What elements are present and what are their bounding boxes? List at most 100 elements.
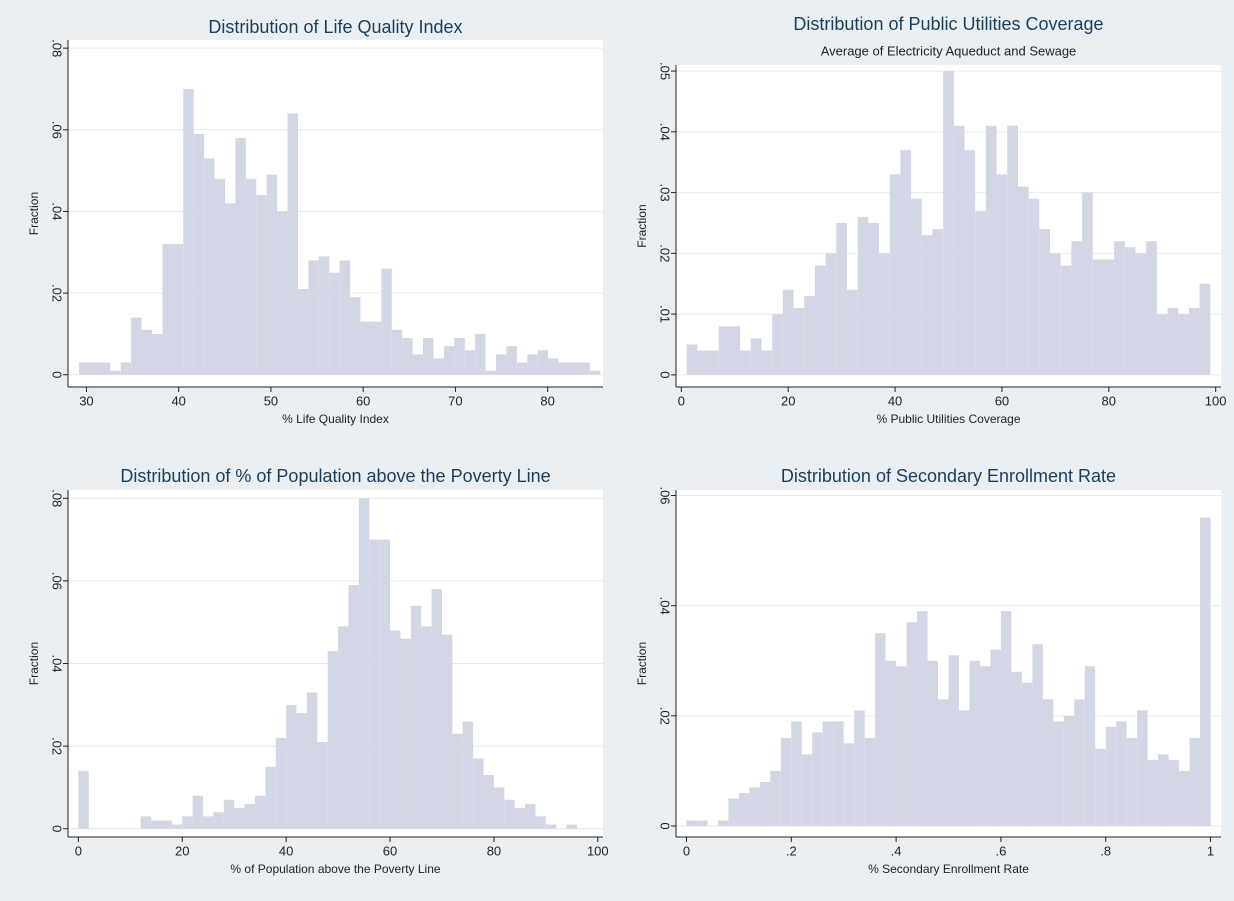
- bar: [410, 605, 422, 829]
- bar: [1105, 726, 1117, 826]
- y-tick-label: 0: [50, 371, 65, 378]
- bar: [927, 660, 939, 826]
- bar: [761, 350, 773, 375]
- x-tick-label: 60: [383, 843, 397, 858]
- bar: [1092, 259, 1104, 375]
- bar: [1200, 517, 1211, 826]
- bar: [234, 808, 245, 829]
- bar: [943, 71, 954, 375]
- bar: [921, 235, 933, 375]
- bar: [717, 820, 729, 826]
- y-tick-label: .06: [658, 486, 673, 504]
- bar: [192, 795, 204, 829]
- bar: [327, 651, 339, 829]
- bar: [1071, 241, 1083, 375]
- y-tick-label: .04: [658, 123, 673, 141]
- chart-title: Distribution of Life Quality Index: [208, 17, 462, 37]
- x-tick-label: 80: [487, 843, 501, 858]
- bar: [696, 820, 708, 826]
- bar: [339, 260, 351, 375]
- x-axis-label: % Public Utilities Coverage: [876, 412, 1020, 426]
- bar: [772, 314, 783, 375]
- bar: [171, 824, 183, 829]
- y-tick-label: .02: [50, 737, 65, 755]
- bar: [896, 666, 907, 826]
- bar: [213, 812, 224, 829]
- bar: [868, 222, 880, 375]
- bar: [728, 798, 739, 826]
- bar: [358, 498, 370, 829]
- bar: [318, 256, 330, 375]
- bar: [979, 666, 991, 826]
- x-tick-label: 60: [995, 393, 1009, 408]
- bar: [308, 260, 319, 375]
- bar: [516, 362, 528, 375]
- bar: [964, 150, 976, 375]
- bar: [277, 211, 288, 375]
- x-axis-label: % Secondary Enrollment Rate: [868, 862, 1029, 876]
- bar: [1007, 125, 1018, 375]
- bar: [1050, 253, 1061, 375]
- bar: [172, 244, 184, 375]
- bar: [89, 362, 100, 375]
- x-tick-label: 80: [540, 393, 554, 408]
- bar: [953, 125, 965, 375]
- bar: [568, 362, 580, 375]
- bar: [141, 329, 153, 375]
- bar: [1124, 247, 1136, 375]
- bar: [265, 766, 276, 829]
- bar: [780, 737, 792, 826]
- bar: [275, 737, 287, 829]
- chart-subtitle: Average of Electricity Aqueduct and Sewa…: [821, 43, 1077, 58]
- x-tick-label: 40: [888, 393, 902, 408]
- chart-title: Distribution of Secondary Enrollment Rat…: [781, 466, 1116, 486]
- bar: [78, 770, 89, 829]
- bar: [801, 754, 813, 826]
- bar: [245, 178, 257, 375]
- bar: [791, 721, 802, 826]
- x-tick-label: .2: [786, 843, 797, 858]
- x-tick-label: .8: [1100, 843, 1111, 858]
- bar: [433, 358, 444, 375]
- bar: [812, 732, 823, 826]
- bar: [822, 721, 834, 826]
- bar: [1053, 721, 1064, 826]
- bar: [370, 321, 382, 375]
- bar: [857, 216, 869, 375]
- bar: [900, 150, 912, 375]
- bar: [948, 655, 959, 826]
- bar: [224, 203, 236, 375]
- y-tick-label: .01: [658, 305, 673, 323]
- bar: [1114, 241, 1125, 375]
- bar: [846, 289, 858, 375]
- bar: [1021, 682, 1033, 826]
- bar: [348, 585, 359, 829]
- bar: [506, 346, 517, 375]
- bar: [825, 253, 837, 375]
- bar: [183, 88, 194, 375]
- bar: [1158, 754, 1169, 826]
- x-tick-label: 70: [448, 393, 462, 408]
- bar: [854, 710, 865, 826]
- bar: [975, 210, 986, 375]
- bar: [864, 737, 876, 826]
- bar: [244, 803, 255, 829]
- bar: [1178, 314, 1189, 375]
- bar: [1135, 253, 1147, 375]
- chart-panel: Distribution of Public Utilities Coverag…: [635, 14, 1226, 426]
- y-tick-label: .03: [658, 184, 673, 202]
- bar: [527, 354, 538, 375]
- x-axis-label: % of Population above the Poverty Line: [230, 862, 440, 876]
- bar: [1116, 721, 1127, 826]
- bar: [990, 649, 1001, 826]
- y-tick-label: .05: [658, 62, 673, 80]
- bar: [485, 370, 496, 375]
- bar: [402, 338, 413, 375]
- bar: [162, 244, 173, 375]
- bar: [297, 289, 309, 375]
- bar: [793, 308, 805, 375]
- bar: [391, 329, 403, 375]
- bar: [1168, 759, 1180, 826]
- bar: [161, 820, 172, 829]
- y-tick-label: .04: [50, 202, 65, 220]
